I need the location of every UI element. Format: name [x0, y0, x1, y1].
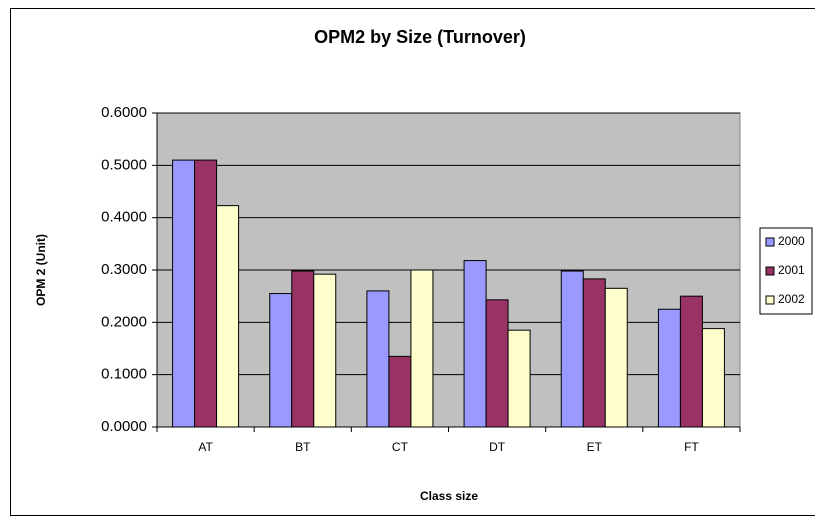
bar	[388, 355, 412, 428]
y-tick-label: 0.3000	[101, 261, 147, 278]
x-tick-label: BT	[295, 440, 311, 454]
x-tick-label: FT	[684, 440, 699, 454]
y-axis-label: OPM 2 (Unit)	[34, 234, 48, 306]
legend-label: 2001	[778, 263, 805, 277]
bar	[657, 308, 681, 428]
legend-label: 2002	[778, 292, 805, 306]
legend-swatch	[765, 295, 775, 305]
legend-label: 2000	[778, 234, 805, 248]
x-tick-label: AT	[198, 440, 213, 454]
x-tick-label: CT	[392, 440, 409, 454]
bar	[216, 205, 240, 428]
bar	[366, 290, 390, 428]
legend-swatch	[765, 266, 775, 276]
legend-swatch	[765, 237, 775, 247]
bar	[410, 269, 434, 428]
x-tick-label: DT	[489, 440, 506, 454]
bar	[269, 293, 293, 428]
bar	[463, 260, 487, 428]
chart-title: OPM2 by Size (Turnover)	[314, 27, 526, 47]
bar	[313, 273, 337, 428]
x-tick-label: ET	[587, 440, 603, 454]
x-axis-label: Class size	[420, 489, 478, 503]
bar	[172, 159, 196, 428]
bar	[582, 278, 606, 428]
y-tick-label: 0.5000	[101, 156, 147, 173]
bar	[507, 329, 531, 428]
bar	[560, 270, 584, 428]
y-tick-label: 0.0000	[101, 418, 147, 435]
y-tick-label: 0.4000	[101, 209, 147, 226]
bar	[194, 159, 218, 428]
bar	[485, 299, 509, 428]
bar	[679, 295, 703, 428]
bar	[604, 287, 628, 428]
y-tick-label: 0.6000	[101, 104, 147, 121]
y-tick-label: 0.1000	[101, 366, 147, 383]
y-tick-label: 0.2000	[101, 313, 147, 330]
bar	[701, 328, 725, 428]
bar	[291, 270, 315, 428]
